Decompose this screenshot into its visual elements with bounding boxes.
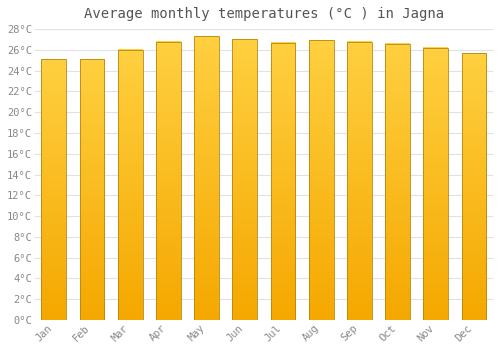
Bar: [462, 53, 486, 320]
Bar: [194, 36, 219, 320]
Bar: [80, 59, 104, 320]
Bar: [118, 50, 142, 320]
Bar: [42, 59, 66, 320]
Bar: [232, 40, 257, 320]
Bar: [424, 48, 448, 320]
Bar: [270, 43, 295, 320]
Bar: [156, 42, 181, 320]
Bar: [309, 41, 334, 320]
Bar: [385, 44, 410, 320]
Title: Average monthly temperatures (°C ) in Jagna: Average monthly temperatures (°C ) in Ja…: [84, 7, 444, 21]
Bar: [347, 42, 372, 320]
